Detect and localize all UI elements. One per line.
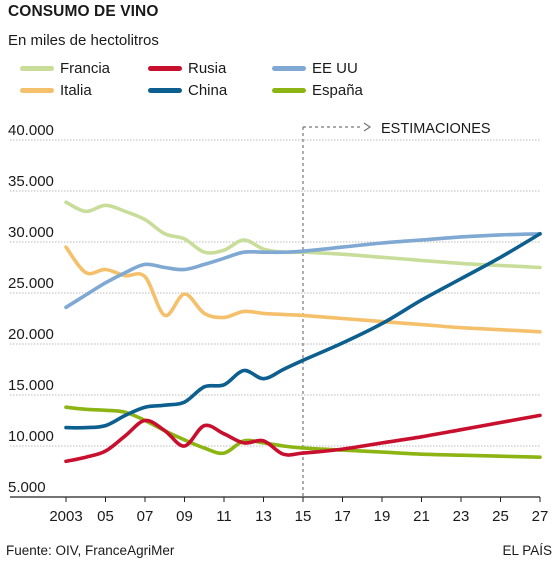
legend-item-eeuu: EE UU (272, 58, 358, 78)
legend-label-italia: Italia (60, 81, 92, 99)
y-tick-label: 15.000 (8, 377, 54, 394)
chart-subtitle: En miles de hectolitros (8, 32, 159, 49)
legend-swatch-espana (272, 87, 306, 93)
publisher-credit: EL PAÍS (502, 543, 552, 558)
chart-title: CONSUMO DE VINO (8, 3, 159, 20)
series-line-rusia (64, 413, 542, 464)
x-tick-label: 13 (255, 508, 272, 525)
y-tick-label: 35.000 (8, 173, 54, 190)
x-tick-label: 25 (492, 508, 509, 525)
legend-label-francia: Francia (60, 59, 111, 77)
y-tick-label: 5.000 (8, 479, 46, 496)
x-tick-label: 23 (453, 508, 470, 525)
legend-swatch-francia (20, 65, 54, 71)
series-line-francia (64, 200, 542, 270)
legend-swatch-eeuu (272, 65, 306, 71)
series-line-eeuu (64, 232, 542, 310)
annotation-arrowhead (363, 122, 372, 132)
y-tick-label: 40.000 (8, 122, 54, 139)
legend-item-espana: España (272, 80, 363, 100)
x-tick-label: 07 (137, 508, 154, 525)
x-tick-label: 17 (334, 508, 351, 525)
y-tick-label: 10.000 (8, 428, 54, 445)
legend-label-espana: España (312, 81, 363, 99)
series-line-italia (64, 245, 542, 334)
series-line-china (64, 232, 542, 430)
y-tick-label: 20.000 (8, 326, 54, 343)
legend: Francia Rusia EE UU Italia China España (20, 58, 560, 102)
legend-swatch-italia (20, 87, 54, 93)
annotation-label: ESTIMACIONES (381, 121, 491, 137)
legend-label-china: China (188, 81, 228, 99)
x-tick-label: 05 (97, 508, 114, 525)
x-tick-label: 15 (295, 508, 312, 525)
legend-item-rusia: Rusia (148, 58, 226, 78)
legend-label-rusia: Rusia (188, 59, 227, 77)
legend-item-italia: Italia (20, 80, 92, 100)
y-tick-label: 25.000 (8, 275, 54, 292)
x-tick-label: 09 (176, 508, 193, 525)
x-tick-label: 21 (413, 508, 430, 525)
y-tick-label: 30.000 (8, 224, 54, 241)
x-tick-label: 11 (216, 508, 232, 525)
legend-item-china: China (148, 80, 227, 100)
x-tick-label: 2003 (49, 508, 82, 525)
legend-item-francia: Francia (20, 58, 110, 78)
series-line-espana (64, 405, 542, 459)
legend-label-eeuu: EE UU (312, 59, 358, 77)
x-tick-label: 19 (374, 508, 391, 525)
x-tick-label: 27 (532, 508, 549, 525)
legend-swatch-china (148, 87, 182, 93)
legend-swatch-rusia (148, 65, 182, 71)
source-note: Fuente: OIV, FranceAgriMer (6, 543, 175, 558)
